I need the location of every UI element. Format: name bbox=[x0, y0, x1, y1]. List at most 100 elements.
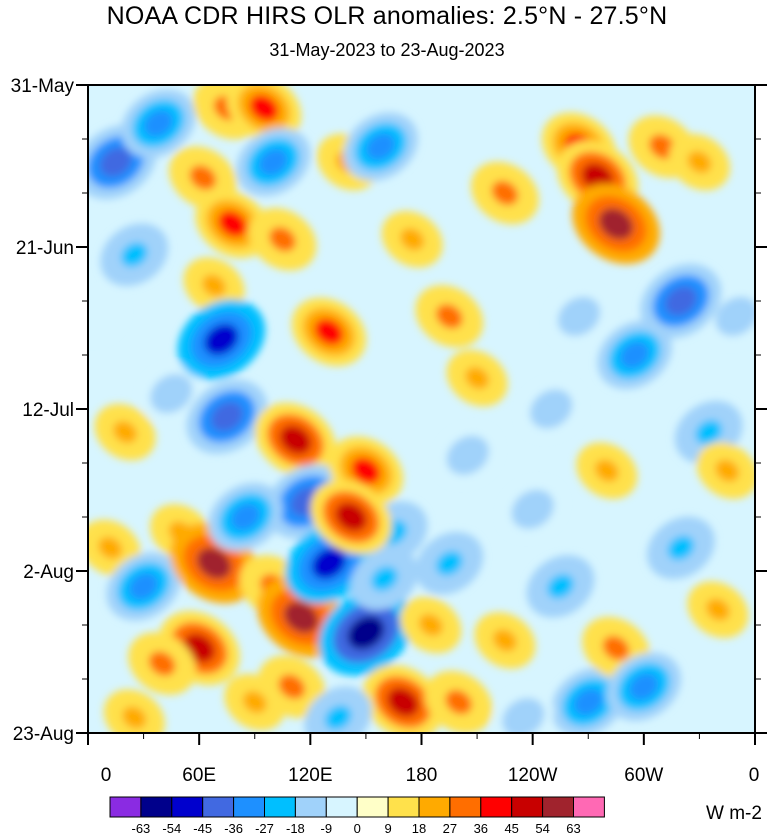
x-tick-label: 120E bbox=[288, 765, 332, 786]
colorbar-level-label: 63 bbox=[566, 821, 580, 834]
anomaly-blob bbox=[445, 689, 472, 715]
anomaly-blob bbox=[620, 341, 650, 369]
colorbar-swatch bbox=[140, 796, 173, 818]
colorbar-swatch bbox=[418, 796, 451, 818]
colorbar-level-label: -36 bbox=[224, 821, 243, 834]
anomaly-blob bbox=[189, 165, 217, 190]
x-tick-label: 120W bbox=[508, 765, 558, 786]
units-label: W m-2 bbox=[706, 803, 762, 824]
anomaly-blob bbox=[366, 133, 396, 161]
chart-subtitle: 31-May-2023 to 23-Aug-2023 bbox=[269, 40, 505, 60]
x-tick-label: 60W bbox=[624, 765, 663, 786]
anomaly-blob bbox=[491, 180, 519, 206]
anomaly-blob bbox=[204, 323, 239, 356]
y-tick-label: 23-Aug bbox=[13, 724, 74, 745]
anomaly-blob bbox=[418, 613, 443, 637]
anomaly-blob bbox=[705, 598, 730, 621]
anomaly-blob bbox=[455, 444, 480, 467]
x-tick-label: 180 bbox=[406, 765, 438, 786]
colorbar-swatch bbox=[511, 796, 544, 818]
y-tick-label: 2-Aug bbox=[23, 562, 74, 583]
anomaly-blob bbox=[539, 397, 564, 421]
colorbar-swatch bbox=[542, 796, 574, 818]
colorbar-level-label: -18 bbox=[286, 821, 305, 834]
colorbar-swatch bbox=[480, 796, 513, 818]
anomaly-blob bbox=[602, 635, 630, 661]
y-tick-label: 21-Jun bbox=[16, 238, 74, 259]
anomaly-blob bbox=[629, 673, 659, 701]
colorbar: -63 -54 -45 -36 -27 -18 -9 0 9 18 27 36 45 54 63 bbox=[109, 796, 605, 834]
anomaly-blob bbox=[258, 148, 288, 176]
colorbar-swatch bbox=[294, 796, 327, 818]
anomaly-blob bbox=[242, 691, 267, 714]
anomaly-blob bbox=[121, 242, 148, 267]
anomaly-blob bbox=[665, 286, 697, 316]
anomaly-blob bbox=[335, 502, 367, 532]
anomaly-blob bbox=[98, 536, 123, 559]
anomaly-blob bbox=[249, 94, 279, 122]
anomaly-blob bbox=[122, 706, 147, 729]
anomaly-blob bbox=[351, 457, 381, 485]
colorbar-swatch bbox=[356, 796, 389, 818]
anomaly-blob bbox=[492, 629, 517, 652]
anomaly-field bbox=[88, 85, 755, 733]
anomaly-blob bbox=[567, 305, 591, 328]
anomaly-blob bbox=[724, 305, 749, 328]
x-axis: 0 60E 120E 180 120W 60W 0 bbox=[87, 733, 760, 786]
colorbar-swatch bbox=[449, 796, 482, 818]
colorbar-level-label: 27 bbox=[443, 821, 457, 834]
colorbar-level-label: 9 bbox=[384, 821, 391, 834]
anomaly-blob bbox=[283, 601, 319, 634]
anomaly-blob bbox=[511, 706, 536, 729]
anomaly-blob bbox=[465, 367, 490, 390]
colorbar-level-label: 0 bbox=[354, 821, 361, 834]
anomaly-blob bbox=[520, 498, 545, 521]
colorbar-swatch bbox=[264, 796, 296, 818]
anomaly-blob bbox=[88, 306, 108, 327]
anomaly-blob bbox=[400, 228, 425, 251]
colorbar-level-label: -63 bbox=[132, 821, 151, 834]
anomaly-blob bbox=[314, 318, 344, 346]
y-tick-label: 12-Jul bbox=[22, 400, 74, 421]
colorbar-level-label: 18 bbox=[412, 821, 426, 834]
anomaly-blob bbox=[715, 459, 740, 482]
anomaly-blob bbox=[196, 547, 232, 580]
anomaly-blob bbox=[129, 573, 159, 600]
anomaly-blob bbox=[436, 551, 463, 576]
anomaly-blob bbox=[217, 210, 248, 238]
colorbar-level-label: -54 bbox=[162, 821, 181, 834]
anomaly-blob bbox=[202, 274, 226, 297]
colorbar-swatch bbox=[202, 796, 235, 818]
chart-title: NOAA CDR HIRS OLR anomalies: 2.5°N - 27.… bbox=[106, 2, 668, 30]
anomaly-blob bbox=[667, 535, 695, 561]
colorbar-level-label: -45 bbox=[193, 821, 212, 834]
anomaly-blob bbox=[211, 402, 243, 432]
anomaly-blob bbox=[695, 419, 722, 445]
colorbar-swatch bbox=[233, 796, 266, 818]
colorbar-level-label: -9 bbox=[321, 821, 333, 834]
colorbar-swatch bbox=[171, 796, 204, 818]
anomaly-blob bbox=[148, 651, 176, 676]
colorbar-swatch bbox=[387, 796, 420, 818]
anomaly-blob bbox=[143, 110, 173, 137]
colorbar-swatch bbox=[325, 796, 358, 818]
y-tick-label: 31-May bbox=[11, 76, 75, 97]
colorbar-swatch bbox=[109, 796, 142, 818]
colorbar-level-label: 54 bbox=[535, 821, 549, 834]
anomaly-blob bbox=[649, 134, 676, 159]
x-tick-label: 0 bbox=[101, 765, 112, 786]
anomaly-blob bbox=[547, 574, 574, 599]
x-tick-label: 0 bbox=[749, 765, 760, 786]
anomaly-blob bbox=[279, 425, 312, 455]
anomaly-blob bbox=[99, 147, 132, 177]
y-axis: 31-May 21-Jun 12-Jul 2-Aug 23-Aug bbox=[11, 76, 767, 745]
anomaly-blob bbox=[347, 615, 385, 650]
colorbar-level-label: 36 bbox=[474, 821, 488, 834]
anomaly-blob bbox=[387, 687, 419, 717]
anomaly-blob bbox=[436, 304, 463, 329]
anomaly-blob bbox=[230, 503, 261, 531]
anomaly-blob bbox=[311, 547, 347, 580]
anomaly-blob bbox=[159, 382, 184, 405]
anomaly-blob bbox=[278, 674, 306, 699]
